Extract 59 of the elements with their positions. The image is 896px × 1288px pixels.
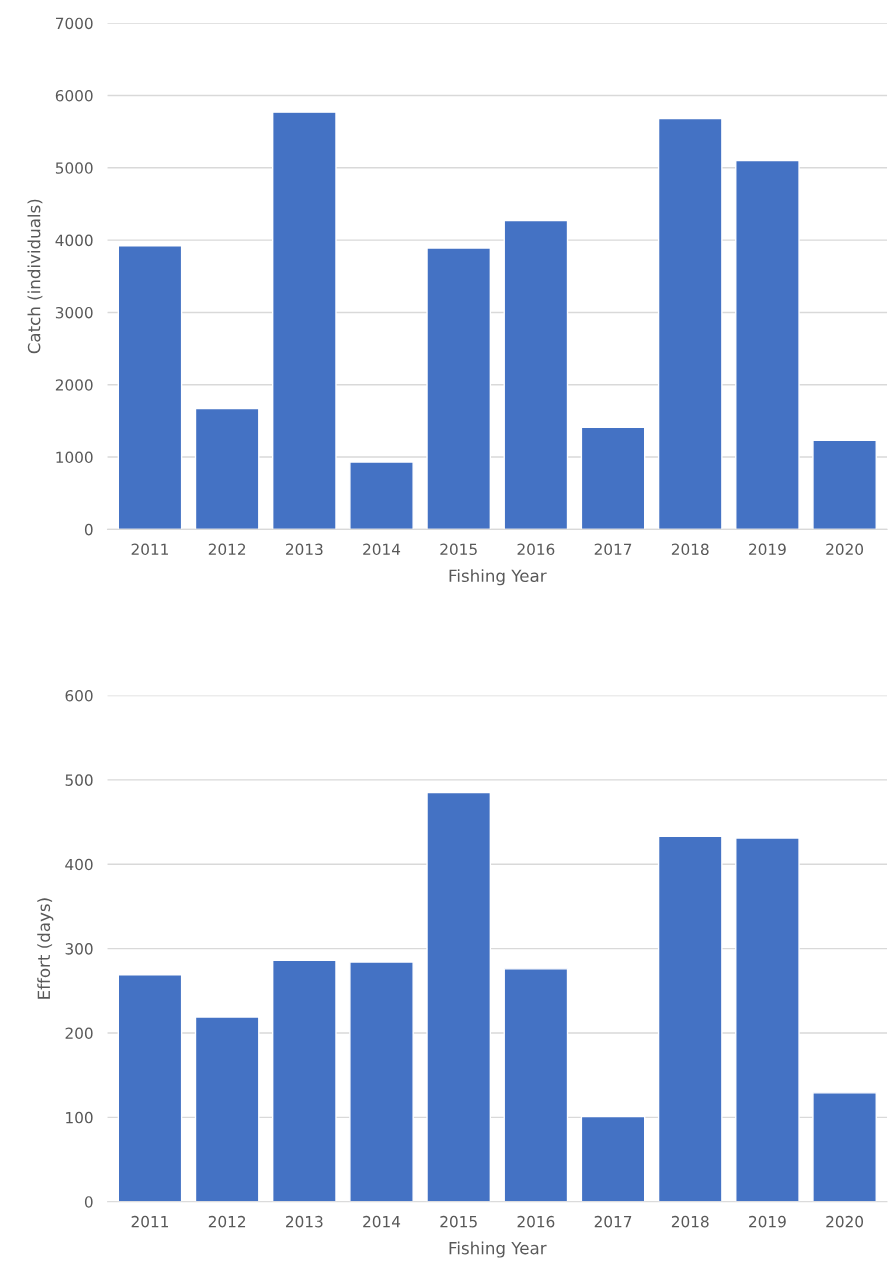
x-tick-label: 2019 (749, 1215, 786, 1228)
y-tick-label: 6000 (55, 89, 93, 102)
y-tick-label: 3000 (55, 306, 93, 319)
y-tick-label: 4000 (55, 234, 93, 247)
x-tick-label: 2012 (208, 543, 246, 556)
bar (657, 835, 723, 1202)
bar (503, 968, 569, 1202)
x-tick-label: 2011 (131, 543, 168, 556)
x-tick-label: 2017 (594, 1215, 632, 1228)
y-tick-label: 600 (65, 689, 93, 702)
x-tick-label: 2018 (671, 543, 709, 556)
x-axis-title: Fishing Year (449, 1241, 547, 1258)
bar (194, 1016, 260, 1202)
x-tick-label: 2013 (286, 1215, 323, 1228)
x-tick-label: 2018 (671, 1215, 709, 1228)
y-tick-label: 5000 (55, 162, 93, 174)
x-tick-label: 2012 (208, 1215, 246, 1228)
bar (117, 245, 183, 530)
bar (426, 247, 492, 530)
x-tick-label: 2020 (826, 1215, 864, 1228)
x-tick-label: 2014 (363, 1215, 401, 1228)
x-tick-label: 2017 (594, 543, 632, 556)
y-tick-label: 0 (84, 523, 93, 536)
x-tick-label: 2015 (440, 1215, 477, 1228)
bar (117, 974, 183, 1202)
bar (194, 407, 260, 530)
y-tick-label: 0 (84, 1196, 93, 1208)
bar (426, 791, 492, 1202)
bar (812, 439, 877, 530)
bar (503, 219, 569, 530)
bar (580, 426, 646, 530)
x-tick-label: 2019 (749, 543, 786, 556)
bar (271, 111, 337, 530)
x-tick-label: 2016 (517, 543, 555, 556)
bar (271, 959, 337, 1202)
y-tick-label: 400 (65, 858, 93, 871)
x-tick-label: 2014 (363, 543, 401, 556)
y-axis-title: Catch (individuals) (27, 199, 43, 354)
y-axis-title: Effort (days) (37, 898, 54, 999)
y-tick-label: 200 (65, 1027, 93, 1039)
x-tick-label: 2020 (826, 543, 864, 556)
x-tick-label: 2016 (517, 1215, 555, 1228)
bar (580, 1115, 646, 1202)
bar (657, 117, 723, 530)
x-tick-label: 2013 (286, 543, 323, 556)
y-tick-label: 500 (65, 774, 93, 786)
y-tick-label: 2000 (55, 379, 93, 391)
bar (735, 837, 800, 1202)
x-tick-label: 2011 (131, 1215, 168, 1228)
y-tick-label: 1000 (56, 451, 93, 464)
x-tick-label: 2015 (440, 543, 477, 556)
bar (735, 159, 800, 530)
bar (349, 961, 414, 1202)
y-tick-label: 7000 (56, 17, 93, 30)
x-axis-title: Fishing Year (449, 569, 547, 586)
y-tick-label: 100 (66, 1111, 93, 1124)
bar (812, 1092, 877, 1202)
y-tick-label: 300 (65, 943, 93, 955)
bar (349, 461, 414, 530)
